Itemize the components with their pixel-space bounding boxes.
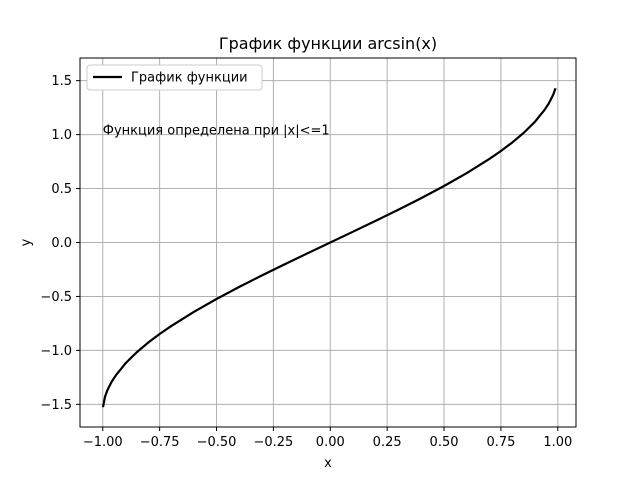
legend-label: График функции	[131, 71, 248, 86]
legend: График функции	[86, 64, 263, 91]
x-tick-label: 0.00	[316, 435, 345, 450]
annotation-text: Функция определена при |x|<=1	[103, 124, 330, 139]
y-axis-label: y	[19, 238, 34, 246]
x-tick-label: −0.25	[253, 435, 293, 450]
y-tick-label: 0.5	[51, 182, 72, 197]
x-tick-label: −0.50	[197, 435, 237, 450]
x-axis-ticks: −1.00 −0.75 −0.50 −0.25 0.00 0.25 0.50 0.75 1.00	[83, 427, 572, 450]
chart-title: График функции arcsin(x)	[219, 34, 437, 53]
x-tick-label: 0.25	[373, 435, 402, 450]
x-tick-label: −0.75	[140, 435, 180, 450]
plot-area	[101, 87, 557, 408]
x-tick-label: −1.00	[83, 435, 123, 450]
x-axis-label: x	[324, 456, 332, 471]
y-tick-label: −1.5	[40, 398, 72, 413]
y-axis-ticks: −1.5 −1.0 −0.5 0.0 0.5 1.0 1.5	[40, 74, 80, 413]
x-tick-label: 1.00	[543, 435, 572, 450]
series-line-arcsin	[101, 87, 557, 408]
legend-box	[86, 64, 263, 91]
x-tick-label: 0.75	[486, 435, 515, 450]
grid-lines	[80, 58, 576, 427]
y-tick-label: −0.5	[40, 290, 72, 305]
annotations: Функция определена при |x|<=1	[103, 124, 330, 139]
y-tick-label: 0.0	[51, 236, 72, 251]
y-tick-label: 1.0	[51, 128, 72, 143]
y-tick-label: −1.0	[40, 344, 72, 359]
y-tick-label: 1.5	[51, 74, 72, 89]
x-tick-label: 0.50	[430, 435, 459, 450]
